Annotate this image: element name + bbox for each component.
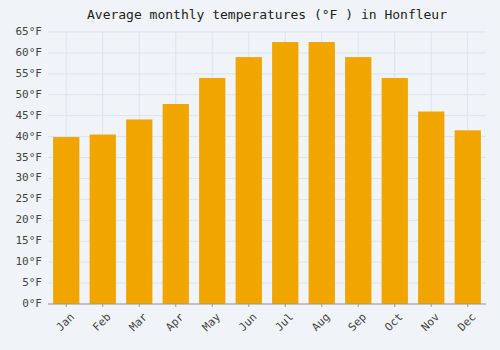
y-tick-label: 35°F bbox=[16, 151, 43, 164]
y-tick-label: 20°F bbox=[16, 213, 43, 226]
x-tick bbox=[66, 304, 67, 307]
x-tick-label: Oct bbox=[382, 311, 405, 334]
y-tick-label: 65°F bbox=[16, 25, 43, 38]
bar bbox=[199, 78, 225, 304]
x-tick bbox=[431, 304, 432, 307]
x-tick bbox=[394, 304, 395, 307]
x-tick-label: Aug bbox=[309, 311, 332, 334]
x-tick bbox=[175, 304, 176, 307]
y-grid-line bbox=[48, 73, 486, 74]
bar bbox=[418, 112, 444, 304]
bar bbox=[382, 78, 408, 304]
y-tick-label: 0°F bbox=[22, 297, 42, 310]
x-tick bbox=[358, 304, 359, 307]
bar bbox=[272, 42, 298, 304]
bar bbox=[236, 57, 262, 304]
x-tick-label: Nov bbox=[419, 310, 443, 334]
x-tick-label: Sep bbox=[346, 311, 369, 334]
grid bbox=[48, 32, 486, 304]
bar bbox=[53, 137, 79, 304]
chart: 0°F 5°F 10°F 15°F 20°F 25°F 30°F 35°F 40°F 45°F 50… bbox=[0, 0, 500, 350]
y-grid-line bbox=[48, 94, 486, 95]
bar bbox=[126, 119, 152, 304]
bar bbox=[455, 130, 481, 304]
y-grid-line bbox=[48, 304, 486, 305]
x-tick-label: May bbox=[200, 310, 224, 334]
y-tick-label: 30°F bbox=[16, 171, 43, 184]
y-tick-label: 15°F bbox=[16, 234, 43, 247]
y-tick-label: 25°F bbox=[16, 192, 43, 205]
y-tick-label: 60°F bbox=[16, 46, 43, 59]
bar bbox=[345, 57, 371, 304]
y-tick-label: 50°F bbox=[16, 88, 43, 101]
bars bbox=[53, 42, 481, 304]
x-tick-label: Apr bbox=[163, 310, 187, 334]
title: Average monthly temperatures (°F ) in Ho… bbox=[87, 7, 447, 22]
y-tick-label: 45°F bbox=[16, 109, 43, 122]
x-tick-label: Jan bbox=[54, 311, 77, 334]
x-tick bbox=[102, 304, 103, 307]
x-tick-label: Jul bbox=[273, 311, 296, 334]
x-tick-label: Feb bbox=[90, 311, 113, 334]
y-tick-label: 40°F bbox=[16, 130, 43, 143]
x-axis-line bbox=[48, 304, 486, 305]
y-tick-label: 55°F bbox=[16, 67, 43, 80]
x-tick-label: Dec bbox=[455, 311, 478, 334]
y-grid-line bbox=[48, 52, 486, 53]
x-tick bbox=[321, 304, 322, 307]
bar bbox=[163, 104, 189, 304]
x-tick bbox=[139, 304, 140, 307]
x-tick bbox=[212, 304, 213, 307]
x-tick bbox=[248, 304, 249, 307]
bar bbox=[90, 135, 116, 304]
y-tick-label: 10°F bbox=[16, 255, 43, 268]
bar bbox=[309, 42, 335, 304]
x-tick-label: Jun bbox=[236, 311, 259, 334]
y-grid-line bbox=[48, 32, 486, 33]
x-tick-label: Mar bbox=[127, 310, 151, 334]
x-tick bbox=[467, 304, 468, 307]
x-axis: Jan Feb Mar Apr May Jun Jul Aug Sep Oct Nov Dec bbox=[48, 304, 486, 334]
x-tick bbox=[285, 304, 286, 307]
y-tick-label: 5°F bbox=[22, 276, 42, 289]
y-axis: 0°F 5°F 10°F 15°F 20°F 25°F 30°F 35°F 40°F 45°F 50… bbox=[16, 25, 43, 310]
